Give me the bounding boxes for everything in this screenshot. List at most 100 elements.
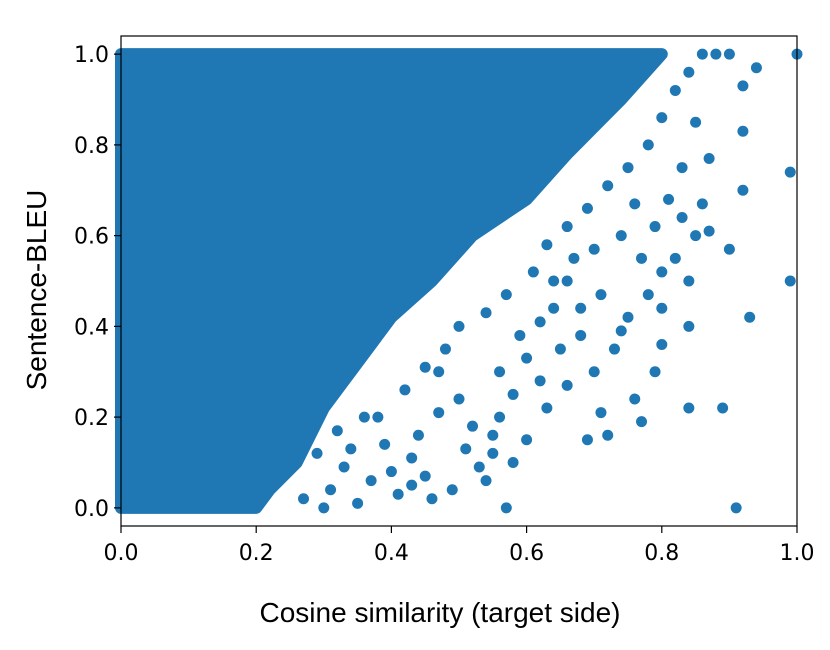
scatter-point xyxy=(581,434,593,446)
scatter-point xyxy=(541,402,553,414)
scatter-point xyxy=(723,48,735,60)
scatter-point xyxy=(426,493,438,505)
scatter-point xyxy=(683,275,695,287)
scatter-point xyxy=(392,488,404,500)
scatter-point xyxy=(575,329,587,341)
scatter-point xyxy=(669,252,681,264)
scatter-points xyxy=(298,48,803,514)
y-tick-label: 0.6 xyxy=(74,225,109,250)
scatter-point xyxy=(636,252,648,264)
scatter-point xyxy=(683,402,695,414)
scatter-point xyxy=(656,112,668,124)
scatter-point xyxy=(723,243,735,255)
scatter-point xyxy=(325,484,337,496)
scatter-point xyxy=(683,320,695,332)
scatter-point xyxy=(561,275,573,287)
scatter-point xyxy=(412,429,424,441)
scatter-point xyxy=(730,502,742,514)
scatter-point xyxy=(521,352,533,364)
dense-point-cloud xyxy=(115,48,668,514)
scatter-point xyxy=(473,461,485,473)
scatter-point xyxy=(338,461,350,473)
scatter-point xyxy=(453,393,465,405)
x-axis-label: Cosine similarity (target side) xyxy=(260,597,621,628)
y-tick-label: 0.4 xyxy=(74,315,109,340)
scatter-point xyxy=(636,416,648,428)
scatter-point xyxy=(649,366,661,378)
dense-region xyxy=(115,48,668,514)
scatter-point xyxy=(358,411,370,423)
scatter-point xyxy=(541,239,553,251)
scatter-point xyxy=(683,66,695,78)
scatter-point xyxy=(784,275,796,287)
scatter-point xyxy=(629,393,641,405)
scatter-point xyxy=(331,425,343,437)
scatter-point xyxy=(561,379,573,391)
scatter-point xyxy=(318,502,330,514)
scatter-point xyxy=(514,329,526,341)
scatter-point xyxy=(595,289,607,301)
scatter-point xyxy=(494,411,506,423)
scatter-point xyxy=(690,116,702,128)
scatter-point xyxy=(784,166,796,178)
scatter-point xyxy=(696,48,708,60)
scatter-point xyxy=(656,266,668,278)
scatter-point xyxy=(500,502,512,514)
scatter-point xyxy=(507,456,519,468)
scatter-point xyxy=(527,266,539,278)
scatter-point xyxy=(588,243,600,255)
scatter-point xyxy=(433,407,445,419)
x-tick-label: 0.8 xyxy=(644,541,679,566)
scatter-point xyxy=(467,420,479,432)
scatter-point xyxy=(575,302,587,314)
scatter-point xyxy=(649,221,661,233)
scatter-point xyxy=(534,316,546,328)
scatter-point xyxy=(453,320,465,332)
scatter-point xyxy=(656,302,668,314)
scatter-point xyxy=(521,434,533,446)
scatter-point xyxy=(717,402,729,414)
scatter-point xyxy=(419,470,431,482)
scatter-point xyxy=(642,139,654,151)
x-tick-label: 1.0 xyxy=(780,541,815,566)
scatter-point xyxy=(487,447,499,459)
scatter-point xyxy=(622,311,634,323)
scatter-point xyxy=(433,366,445,378)
x-tick-label: 0.4 xyxy=(374,541,409,566)
scatter-point xyxy=(602,429,614,441)
scatter-point xyxy=(439,343,451,355)
scatter-point xyxy=(379,438,391,450)
x-tick-label: 0.0 xyxy=(104,541,139,566)
scatter-point xyxy=(365,475,377,487)
scatter-point xyxy=(656,339,668,351)
x-tick-label: 0.6 xyxy=(509,541,544,566)
scatter-point xyxy=(608,343,620,355)
scatter-point xyxy=(710,48,722,60)
scatter-point xyxy=(406,479,418,491)
scatter-point xyxy=(642,289,654,301)
scatter-point xyxy=(352,497,364,509)
scatter-point xyxy=(548,275,560,287)
x-axis-ticks: 0.0 0.2 0.4 0.6 0.8 1.0 xyxy=(104,526,815,566)
y-tick-label: 0.8 xyxy=(74,134,109,159)
scatter-point xyxy=(676,162,688,174)
y-tick-label: 0.2 xyxy=(74,406,109,431)
scatter-point xyxy=(703,153,715,164)
scatter-point xyxy=(615,230,627,242)
scatter-point xyxy=(737,184,749,196)
scatter-point xyxy=(744,311,756,323)
scatter-point xyxy=(703,225,715,237)
scatter-point xyxy=(548,302,560,314)
y-tick-label: 1.0 xyxy=(74,43,109,68)
scatter-point xyxy=(480,307,492,319)
scatter-point xyxy=(399,384,411,396)
scatter-point xyxy=(750,62,762,74)
scatter-point xyxy=(446,484,458,496)
scatter-point xyxy=(406,452,418,464)
plot-frame xyxy=(120,35,798,527)
scatter-point xyxy=(419,361,431,373)
scatter-point xyxy=(298,493,310,505)
scatter-point xyxy=(696,198,708,210)
scatter-point xyxy=(663,193,675,205)
